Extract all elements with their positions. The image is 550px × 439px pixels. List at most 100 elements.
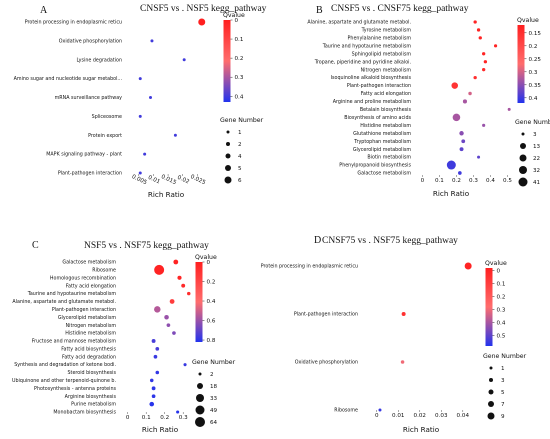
data-point (451, 82, 458, 89)
y-tick-label: Photosynthesis - antenna proteins (34, 386, 116, 392)
y-tick-label: Glutathione metabolism (353, 131, 411, 137)
size-legend-dot (197, 383, 203, 389)
data-point (401, 312, 406, 316)
data-point (153, 354, 158, 359)
data-point (477, 155, 481, 159)
data-point (482, 123, 486, 127)
size-legend-label: 5 (501, 390, 505, 396)
color-legend-label: 0.25 (529, 57, 542, 63)
size-legend-dot (489, 378, 493, 382)
x-tick-label: 0.2 (160, 415, 169, 421)
color-legend-label: 0.3 (497, 308, 506, 314)
x-tick-label: 0.5 (503, 178, 512, 184)
size-legend-label: 18 (210, 384, 218, 390)
chart-title: NSF5 vs . NSF75 kegg_pathway (84, 241, 209, 251)
data-point (151, 394, 156, 399)
x-tick-label: 0.3 (469, 178, 478, 184)
y-tick-label: Betalain biosynthesis (360, 107, 412, 113)
y-tick-label: Taurine and hypotaurine metabolism (27, 291, 117, 297)
color-legend-bar (223, 20, 231, 102)
y-tick-label: Purine metabolism (71, 402, 116, 408)
color-legend-label: 0.4 (529, 96, 538, 102)
size-legend-dot (489, 366, 493, 370)
x-tick-label: 0.01 (147, 175, 161, 186)
color-legend-label: 0.1 (497, 282, 506, 288)
y-tick-label: Fatty acid degradation (62, 354, 116, 360)
data-point (446, 160, 456, 170)
size-legend-dot (488, 389, 494, 395)
data-point (478, 36, 482, 40)
panel-letter: A (40, 5, 48, 16)
size-legend-label: 2 (210, 372, 214, 378)
color-legend-label: 0.4 (497, 321, 506, 327)
data-point (138, 114, 142, 118)
y-tick-label: Protein processing in endoplasmic reticu (261, 264, 358, 270)
data-point (173, 259, 179, 265)
data-point (151, 338, 156, 343)
y-tick-label: Plant-pathogen interaction (294, 312, 358, 318)
x-tick-label: 0.04 (457, 413, 470, 419)
size-legend-dot (487, 412, 495, 420)
data-point (181, 283, 186, 288)
data-point (166, 323, 171, 327)
data-point (176, 410, 180, 414)
data-point (378, 408, 382, 412)
data-point (172, 331, 176, 335)
data-point (198, 18, 206, 26)
data-point (483, 60, 488, 64)
color-legend-label: 0.2 (207, 280, 216, 286)
size-legend-dot (519, 166, 527, 174)
size-legend-dot (195, 417, 205, 427)
size-legend-label: 4 (238, 154, 242, 160)
color-legend-label: 0.8 (207, 338, 216, 344)
color-legend-label: 0.4 (235, 94, 244, 100)
y-tick-label: Homologous recombination (50, 275, 116, 281)
size-legend-dot (518, 177, 528, 187)
color-legend-label: 0.35 (529, 83, 542, 89)
color-legend-label: 0.2 (235, 56, 244, 62)
color-legend-label: 0.15 (529, 31, 542, 37)
size-legend-label: 3 (501, 378, 505, 384)
panel-a: A CNSF5 vs . NSF5 kegg_pathway Protein pro… (14, 4, 267, 199)
size-legend-dot (224, 176, 232, 184)
color-legend-label: 0.2 (529, 44, 538, 50)
x-tick-label: 0.1 (142, 415, 151, 421)
data-point (183, 363, 187, 367)
data-point (482, 68, 486, 72)
size-legend-title: Gene Number (220, 117, 264, 124)
data-point (164, 314, 169, 320)
y-tick-label: Lysine degradation (76, 57, 122, 63)
color-legend-bar (517, 25, 525, 103)
color-legend-label: 0 (235, 18, 239, 24)
panel-letter: B (316, 5, 323, 16)
data-point (452, 113, 461, 122)
size-legend-dot (521, 132, 525, 136)
data-point (473, 20, 477, 24)
data-point (476, 28, 481, 32)
data-point (138, 77, 142, 81)
x-axis-title: Rich Ratio (142, 425, 178, 434)
y-tick-label: Plant-pathogen interaction (52, 307, 116, 313)
panel-letter: D (314, 235, 321, 246)
color-legend-label: 0 (497, 269, 501, 275)
color-legend-title: Qvalue (223, 12, 245, 19)
y-tick-label: Biotin metabolism (367, 155, 411, 161)
x-tick-label: 0.4 (486, 178, 495, 184)
y-tick-label: Amino sugar and nucleotide sugar metabol… (14, 76, 122, 82)
size-legend-label: 3 (533, 132, 537, 138)
x-tick-label: 0.2 (452, 178, 461, 184)
y-tick-label: Phenylalanine metabolism (348, 35, 412, 41)
data-point (182, 58, 186, 62)
size-legend-label: 49 (210, 408, 218, 414)
data-point (473, 75, 477, 80)
size-legend-label: 1 (238, 130, 242, 136)
y-tick-label: mRNA surveillance pathway (55, 95, 123, 101)
data-point (187, 291, 191, 296)
color-legend-title: Qvalue (195, 254, 217, 261)
size-legend-dot (488, 401, 494, 407)
x-axis-title: Rich Ratio (403, 425, 439, 434)
color-legend-bar (195, 262, 203, 342)
data-point (459, 147, 464, 152)
y-tick-label: Fructose and mannose metabolism (32, 339, 117, 345)
